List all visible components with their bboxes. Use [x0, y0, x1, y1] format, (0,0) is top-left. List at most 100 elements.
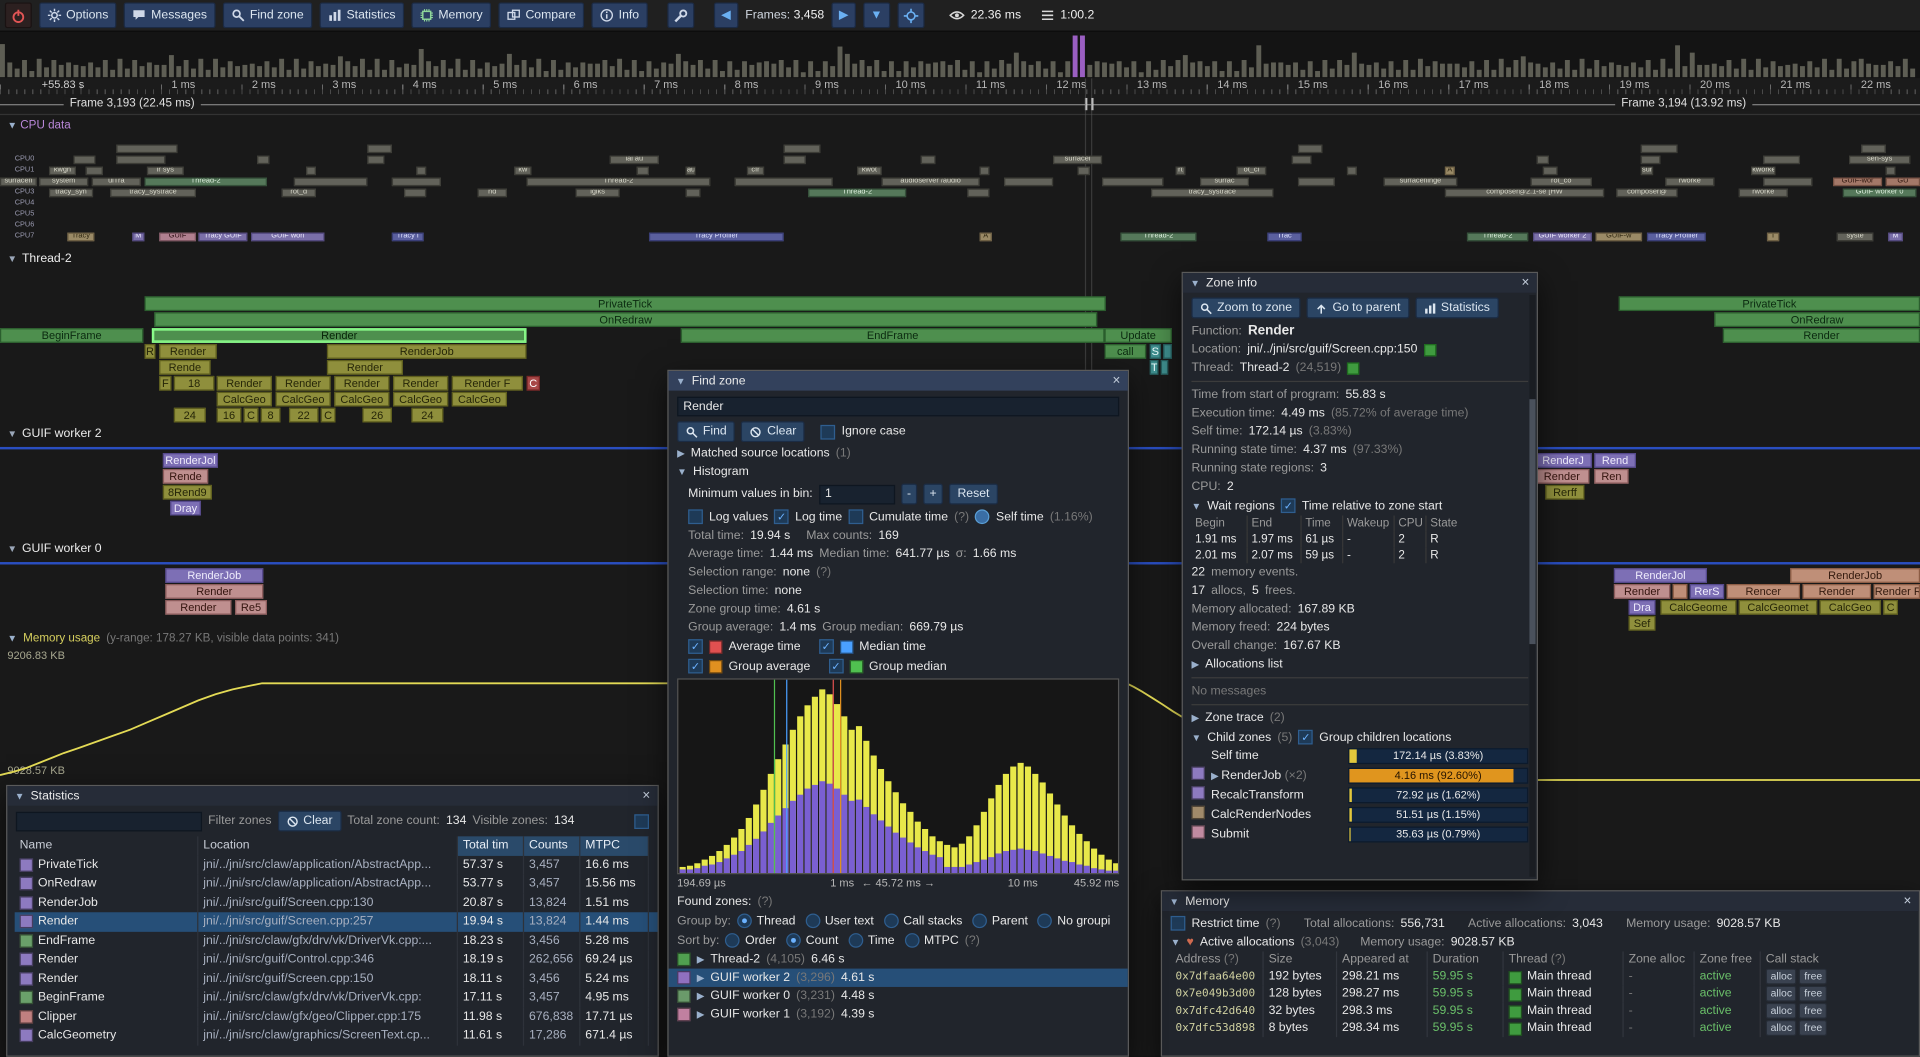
frame-time-bar[interactable]	[1190, 62, 1196, 78]
timeline-zone[interactable]: A	[1444, 166, 1455, 176]
frame-time-bar[interactable]	[146, 61, 152, 78]
frame-time-bar[interactable]	[1623, 65, 1629, 78]
frame-time-bar[interactable]	[154, 65, 160, 78]
frame-time-bar[interactable]	[1146, 60, 1152, 78]
column-header-name[interactable]: Name	[15, 836, 199, 856]
allocation-row[interactable]: 0x7e049b3d00 128 bytes 298.27 ms 59.95 s Mai…	[1171, 985, 1911, 1003]
frame-time-bar[interactable]	[1513, 60, 1519, 78]
frame-time-bar[interactable]	[1417, 59, 1423, 78]
matched-locations-label[interactable]: Matched source locations	[690, 446, 830, 461]
help-marker[interactable]: (?)	[757, 895, 773, 909]
memory-usage-section-header[interactable]: ▼ Memory usage (y-range: 178.27 KB, visi…	[7, 632, 339, 645]
power-button[interactable]	[4, 2, 32, 29]
frame-time-bar[interactable]	[29, 70, 35, 78]
frame-time-bar[interactable]	[301, 68, 307, 78]
frame-time-bar[interactable]	[624, 69, 630, 78]
frame-time-bar[interactable]	[771, 64, 777, 78]
frame-time-bar[interactable]	[1660, 58, 1666, 78]
frame-time-bar[interactable]	[1579, 58, 1585, 78]
frame-time-bar[interactable]	[1550, 62, 1556, 78]
frame-time-bar[interactable]	[1506, 66, 1512, 78]
col-zone-free[interactable]: Zone free	[1695, 951, 1761, 969]
frame-time-bar[interactable]	[1080, 35, 1085, 78]
col-thread[interactable]: Thread (?)	[1504, 951, 1624, 969]
messages-button[interactable]: Messages	[124, 2, 216, 29]
timeline-zone[interactable]: Render	[275, 375, 331, 391]
frame-time-bar[interactable]	[675, 54, 681, 78]
timeline-zone[interactable]	[967, 188, 990, 198]
timeline-zone[interactable]	[391, 177, 441, 187]
timeline-zone[interactable]: 24	[411, 407, 444, 423]
timeline-zone[interactable]: 16	[216, 407, 242, 423]
wait-region-row[interactable]: 2.01 ms 2.07 ms 59 µs -2 R	[1191, 547, 1528, 564]
frame-time-bar[interactable]	[124, 68, 130, 78]
timeline-zone[interactable]	[734, 177, 833, 187]
statistics-row[interactable]: Render jni/../jni/src/guif/Control.cpp:34…	[15, 950, 658, 970]
frame-time-bar[interactable]	[573, 67, 578, 78]
frame-time-bar[interactable]	[117, 58, 123, 78]
thread-value[interactable]: Thread-2	[1239, 361, 1290, 375]
group-by-option[interactable]: No groupi	[1037, 913, 1110, 929]
frame-time-bar[interactable]	[440, 59, 446, 78]
timeline-zone[interactable]: Thread-2	[1120, 232, 1197, 242]
frame-time-bar[interactable]	[168, 54, 174, 78]
timeline-zone[interactable]	[1763, 177, 1813, 187]
timeline-zone[interactable]	[1077, 166, 1090, 176]
frame-time-bar[interactable]	[1050, 61, 1056, 78]
frame-time-bar[interactable]	[249, 63, 255, 78]
zone-info-titlebar[interactable]: ▼ Zone info ×	[1182, 273, 1537, 293]
timeline-zone[interactable]: Trac	[1267, 232, 1302, 242]
frame-time-bar[interactable]	[95, 67, 101, 78]
frame-time-bar[interactable]	[110, 69, 116, 78]
statistics-row[interactable]: Clipper jni/../jni/src/claw/gfx/geo/Clipp…	[15, 1007, 658, 1027]
timeline-zone[interactable]: Thread-2	[526, 177, 711, 187]
frame-time-bar[interactable]	[1653, 69, 1658, 78]
timeline-zone[interactable]: Render	[393, 375, 449, 391]
frame-time-bar[interactable]	[1484, 59, 1489, 78]
timeline-zone[interactable]: Render	[1722, 328, 1920, 343]
col-address[interactable]: Address (?)	[1171, 951, 1264, 969]
timeline-zone[interactable]: Dra	[1628, 600, 1656, 615]
statistics-button[interactable]: Statistics	[319, 2, 405, 29]
zone-trace-label[interactable]: Zone trace	[1205, 711, 1264, 725]
frame-time-bar[interactable]	[1403, 59, 1409, 78]
frame-time-bar[interactable]	[1094, 61, 1100, 78]
timeline-zone[interactable]	[85, 166, 103, 176]
frame-time-bar[interactable]	[749, 64, 755, 78]
frame-band-label[interactable]: Frame 3,193 (22.45 ms)	[63, 96, 201, 111]
frame-time-bar[interactable]	[1315, 71, 1321, 78]
timeline-zone[interactable]: nd	[477, 188, 507, 198]
timeline-zone[interactable]	[783, 155, 806, 165]
frame-time-bar[interactable]	[756, 62, 762, 78]
timeline-zone[interactable]	[1297, 177, 1335, 187]
frame-time-bar[interactable]	[426, 61, 432, 78]
timeline-zone[interactable]	[416, 166, 427, 176]
timeline-zone[interactable]: Thread-2	[808, 188, 907, 198]
timeline-zone[interactable]: Dray	[170, 500, 201, 516]
timeline-zone[interactable]: surfacel	[1053, 155, 1103, 165]
frame-time-bar[interactable]	[1733, 68, 1739, 78]
frame-time-bar[interactable]	[1535, 63, 1541, 78]
frame-time-bar[interactable]	[1359, 63, 1365, 78]
frame-time-bar[interactable]	[551, 59, 556, 78]
timeline-zone[interactable]	[1004, 177, 1054, 187]
frame-time-bar[interactable]	[1844, 68, 1849, 78]
frame-time-bar[interactable]	[778, 60, 784, 78]
frame-time-bar[interactable]	[506, 53, 512, 78]
frame-time-bar[interactable]	[859, 60, 865, 78]
statistics-row[interactable]: OnRedraw jni/../jni/src/claw/application/…	[15, 874, 658, 894]
frame-time-bar[interactable]	[1866, 63, 1872, 78]
frame-time-bar[interactable]	[815, 70, 821, 78]
timeline-zone[interactable]: rot_co	[1530, 177, 1592, 187]
frame-time-bar[interactable]	[661, 62, 667, 78]
frame-time-bar[interactable]	[308, 60, 314, 78]
frame-time-bar[interactable]	[88, 62, 94, 78]
timeline-zone[interactable]: Rerff	[1545, 484, 1585, 500]
frame-time-bar[interactable]	[1072, 35, 1078, 78]
frame-time-bar[interactable]	[734, 69, 740, 78]
scrollbar-thumb[interactable]	[1529, 399, 1536, 645]
timeline-zone[interactable]	[1536, 155, 1549, 165]
restrict-time-checkbox[interactable]	[1170, 915, 1186, 931]
statistics-row[interactable]: EndFrame jni/../jni/src/claw/gfx/drv/vk/D…	[15, 931, 658, 951]
frame-time-bar[interactable]	[1329, 68, 1335, 78]
